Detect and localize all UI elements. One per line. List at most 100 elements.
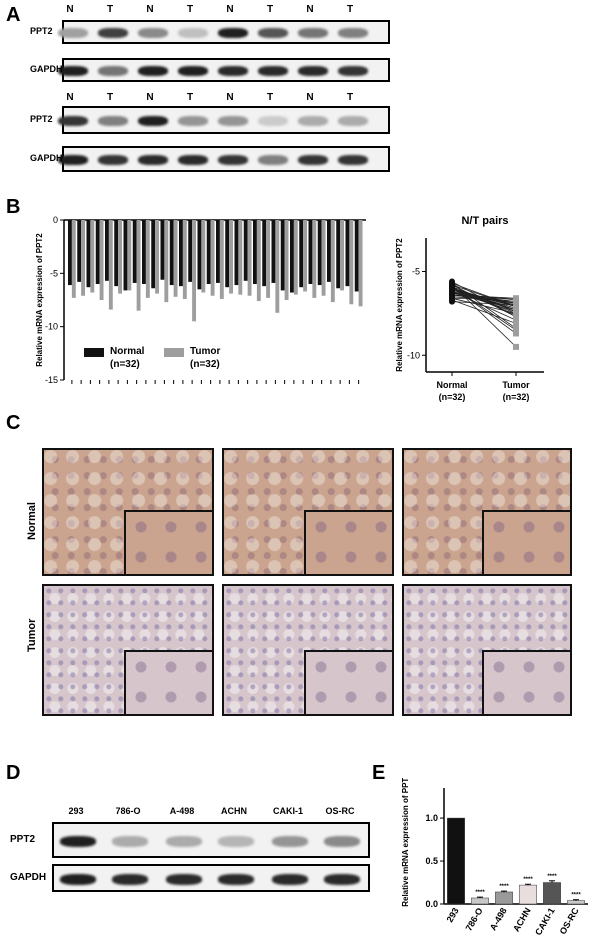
b-bar-normal	[299, 220, 304, 288]
lane-label: N	[146, 92, 154, 103]
b-bar-tumor	[108, 220, 113, 310]
pair-line	[451, 299, 517, 324]
b-bar-ytick-label: -10	[45, 322, 58, 332]
b-bar-tumor	[118, 220, 123, 294]
blot-band	[218, 874, 254, 885]
e-bar	[495, 891, 513, 905]
e-xtick-label: A-498	[488, 906, 509, 932]
histology-image	[402, 584, 572, 716]
b-bar-normal	[262, 220, 267, 287]
blot-band	[178, 28, 208, 38]
b-bar-normal	[225, 220, 230, 288]
b-bar-tumor	[358, 220, 363, 307]
b-bar-tumor	[210, 220, 215, 296]
b-bar-normal	[336, 220, 341, 289]
histology-image	[42, 584, 214, 716]
blot-band	[324, 874, 360, 885]
blot-band	[60, 874, 96, 885]
lane-label: T	[106, 4, 114, 15]
b-bar-ytick-label: -15	[45, 375, 58, 385]
b-bar-tumor	[127, 220, 132, 291]
panel-c-label: C	[6, 412, 21, 434]
b-bar-tumor	[275, 220, 280, 313]
pair-line	[451, 291, 517, 321]
pair-line	[451, 286, 517, 331]
blot-band	[178, 155, 208, 165]
pair-point-normal	[449, 281, 455, 288]
b-bar-tumor	[81, 220, 86, 296]
panel-e-label: E	[372, 762, 386, 784]
pair-point-tumor	[513, 310, 519, 317]
b-bar-normal	[95, 220, 100, 284]
blot-band	[98, 116, 128, 126]
e-bar	[567, 900, 585, 905]
e-bar	[519, 884, 537, 905]
b-bar-tumor	[303, 220, 308, 292]
pair-xtick-sub: (n=32)	[439, 392, 466, 402]
pair-point-tumor	[513, 295, 519, 302]
b-bar-tumor	[229, 220, 234, 294]
b-bar-normal	[86, 220, 91, 288]
blot-band	[98, 66, 128, 76]
b-bar-tumor	[145, 220, 150, 298]
blot-band	[218, 155, 248, 165]
panel-d-label: D	[6, 762, 21, 784]
b-bar-normal	[114, 220, 119, 287]
b-bar-tumor	[136, 220, 141, 311]
panel-a-label: A	[6, 4, 21, 26]
b-bar-tumor	[266, 220, 271, 298]
pair-line	[451, 282, 517, 308]
b-bar-tumor	[293, 220, 298, 295]
blot-band	[218, 836, 254, 847]
b-bar-normal	[317, 220, 322, 286]
blot-band	[166, 874, 202, 885]
panel-b-label: B	[6, 196, 21, 218]
e-significance: ****	[523, 877, 533, 883]
pair-line	[451, 289, 517, 308]
b-bar-ylabel: Relative mRNA expression of PPT2	[35, 233, 44, 367]
b-bar-normal	[105, 220, 109, 281]
pair-ylabel: Relative mRNA expression of PPT2	[395, 238, 404, 372]
b-bar-tumor	[247, 220, 252, 296]
b-bar-tumor	[219, 220, 224, 299]
e-ylabel: Relative mRNA expression of PPT2	[401, 778, 410, 907]
b-bar-normal	[206, 220, 211, 284]
pair-line	[451, 294, 517, 299]
b-bar-tumor	[173, 220, 178, 297]
histology-row-label-normal: Normal	[26, 502, 38, 540]
b-bar-normal	[160, 220, 165, 280]
pair-line	[451, 284, 517, 318]
b-bar-tumor	[340, 220, 345, 291]
b-bar-tumor	[99, 220, 104, 300]
e-bar	[543, 882, 561, 905]
e-significance: ****	[499, 884, 509, 890]
blot-strip	[58, 58, 390, 82]
b-bar-normal	[169, 220, 174, 286]
b-bar-normal	[253, 220, 257, 284]
pair-point-tumor	[513, 330, 519, 337]
b-bar-normal	[123, 220, 128, 291]
b-bar-normal	[327, 220, 331, 282]
e-xtick-label: CAKI-1	[533, 906, 557, 937]
blot-band	[298, 28, 328, 38]
lane-label: N	[306, 92, 314, 103]
blot-band	[218, 116, 248, 126]
e-xtick-label: 786-O	[464, 906, 485, 933]
lane-label: T	[186, 4, 194, 15]
lane-label: N	[226, 92, 234, 103]
protein-label: GAPDH	[30, 153, 63, 163]
blot-band	[138, 155, 168, 165]
blot-band	[298, 66, 328, 76]
histology-inset	[482, 510, 570, 574]
b-legend-swatch	[84, 348, 104, 357]
pair-xtick-sub: (n=32)	[503, 392, 530, 402]
b-bar-normal	[132, 220, 137, 283]
blot-band	[138, 116, 168, 126]
pair-line	[451, 287, 517, 311]
e-ytick-label: 0.5	[425, 856, 438, 866]
b-bar-tumor	[349, 220, 354, 305]
b-bar-ytick-label: -5	[50, 268, 58, 278]
b-legend-name: Normal	[110, 346, 145, 357]
pair-chart-title: N/T pairs	[461, 215, 508, 227]
blot-band	[58, 155, 88, 165]
